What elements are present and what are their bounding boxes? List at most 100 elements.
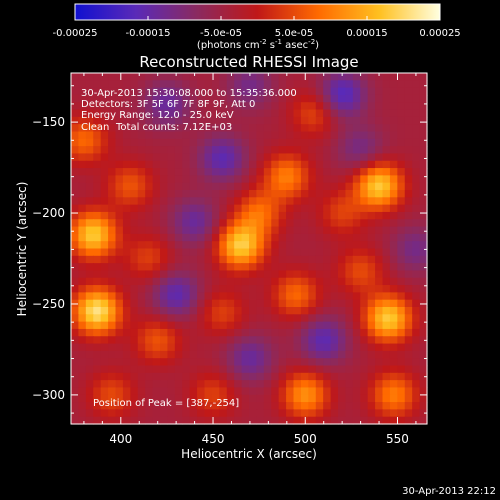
heatmap-cell xyxy=(412,314,421,323)
heatmap-cell xyxy=(412,160,421,169)
heatmap-cell xyxy=(404,387,413,396)
heatmap-cell xyxy=(352,138,361,147)
heatmap-cell xyxy=(197,109,206,118)
heatmap-cell xyxy=(130,219,139,228)
heatmap-cell xyxy=(389,380,398,389)
heatmap-cell xyxy=(145,328,154,337)
heatmap-cell xyxy=(286,270,295,279)
heatmap-cell xyxy=(130,416,139,425)
heatmap-cell xyxy=(300,328,309,337)
heatmap-cell xyxy=(300,197,309,206)
heatmap-cell xyxy=(375,73,384,81)
heatmap-cell xyxy=(360,197,369,206)
heatmap-cell xyxy=(130,255,139,264)
heatmap-cell xyxy=(145,336,154,345)
heatmap-cell xyxy=(174,255,183,264)
heatmap-cell xyxy=(352,263,361,272)
heatmap-cell xyxy=(389,87,398,96)
heatmap-cell xyxy=(256,80,265,89)
heatmap-cell xyxy=(137,307,146,315)
heatmap-cell xyxy=(241,219,250,228)
heatmap-cell xyxy=(375,380,384,389)
heatmap-cell xyxy=(300,182,309,191)
heatmap-cell xyxy=(71,211,80,220)
heatmap-cell xyxy=(160,255,169,264)
heatmap-cell xyxy=(345,270,354,279)
heatmap-cell xyxy=(249,285,258,293)
heatmap-cell xyxy=(115,131,124,140)
heatmap-cell xyxy=(152,241,161,250)
heatmap-cell xyxy=(160,307,169,315)
heatmap-cell xyxy=(219,160,228,169)
heatmap-cell xyxy=(167,321,176,330)
heatmap-cell xyxy=(286,131,295,140)
heatmap-cell xyxy=(78,372,87,381)
heatmap-cell xyxy=(397,241,406,250)
heatmap-cell xyxy=(174,124,183,133)
heatmap-cell xyxy=(330,182,339,191)
heatmap-cell xyxy=(78,328,87,337)
heatmap-cell xyxy=(300,336,309,345)
heatmap-cell xyxy=(211,394,220,403)
heatmap-cell xyxy=(286,138,295,147)
heatmap-cell xyxy=(404,358,413,367)
annotation-detectors: Detectors: 3F 5F 6F 7F 8F 9F, Att 0 xyxy=(81,99,255,110)
heatmap-cell xyxy=(419,285,428,293)
heatmap-cell xyxy=(375,80,384,89)
heatmap-cell xyxy=(338,233,347,242)
heatmap-cell xyxy=(78,292,87,301)
heatmap-cell xyxy=(330,204,339,213)
heatmap-cell xyxy=(234,387,243,396)
heatmap-cell xyxy=(271,131,280,140)
heatmap-cell xyxy=(397,73,406,81)
heatmap-cell xyxy=(219,211,228,220)
heatmap-cell xyxy=(256,131,265,140)
heatmap-cell xyxy=(174,168,183,176)
heatmap-cell xyxy=(263,255,272,264)
heatmap-cell xyxy=(338,292,347,301)
chart-title: Reconstructed RHESSI Image xyxy=(139,53,358,71)
heatmap-cell xyxy=(167,153,176,162)
heatmap-cell xyxy=(367,160,376,169)
heatmap-cell xyxy=(122,175,131,184)
heatmap-cell xyxy=(130,168,139,176)
heatmap-cell xyxy=(330,321,339,330)
heatmap-cell xyxy=(249,380,258,389)
heatmap-cell xyxy=(300,255,309,264)
heatmap-cell xyxy=(100,321,109,330)
heatmap-cell xyxy=(189,358,198,367)
heatmap-cell xyxy=(241,394,250,403)
heatmap-cell xyxy=(352,394,361,403)
heatmap-cell xyxy=(352,109,361,118)
heatmap-cell xyxy=(145,350,154,359)
heatmap-cell xyxy=(315,175,324,184)
heatmap-cell xyxy=(130,116,139,125)
heatmap-cell xyxy=(249,211,258,220)
heatmap-cell xyxy=(108,197,117,206)
heatmap-cell xyxy=(137,248,146,257)
heatmap-cell xyxy=(389,168,398,176)
heatmap-cell xyxy=(293,116,302,125)
heatmap-cell xyxy=(204,94,213,103)
heatmap-cell xyxy=(367,263,376,272)
heatmap-cell xyxy=(145,387,154,396)
heatmap-cell xyxy=(85,270,94,279)
heatmap-cell xyxy=(108,255,117,264)
heatmap-cell xyxy=(78,175,87,184)
heatmap-cell xyxy=(71,233,80,242)
heatmap-cell xyxy=(204,248,213,257)
heatmap-cell xyxy=(204,328,213,337)
heatmap-cell xyxy=(85,402,94,410)
heatmap-cell xyxy=(93,80,102,89)
heatmap-cell xyxy=(137,277,146,286)
heatmap-cell xyxy=(412,219,421,228)
heatmap-cell xyxy=(271,292,280,301)
heatmap-cell xyxy=(278,365,287,374)
heatmap-cell xyxy=(404,182,413,191)
heatmap-cell xyxy=(115,292,124,301)
heatmap-cell xyxy=(122,204,131,213)
heatmap-cell xyxy=(115,226,124,235)
heatmap-cell xyxy=(286,175,295,184)
heatmap-cell xyxy=(85,131,94,140)
heatmap-cell xyxy=(160,248,169,257)
